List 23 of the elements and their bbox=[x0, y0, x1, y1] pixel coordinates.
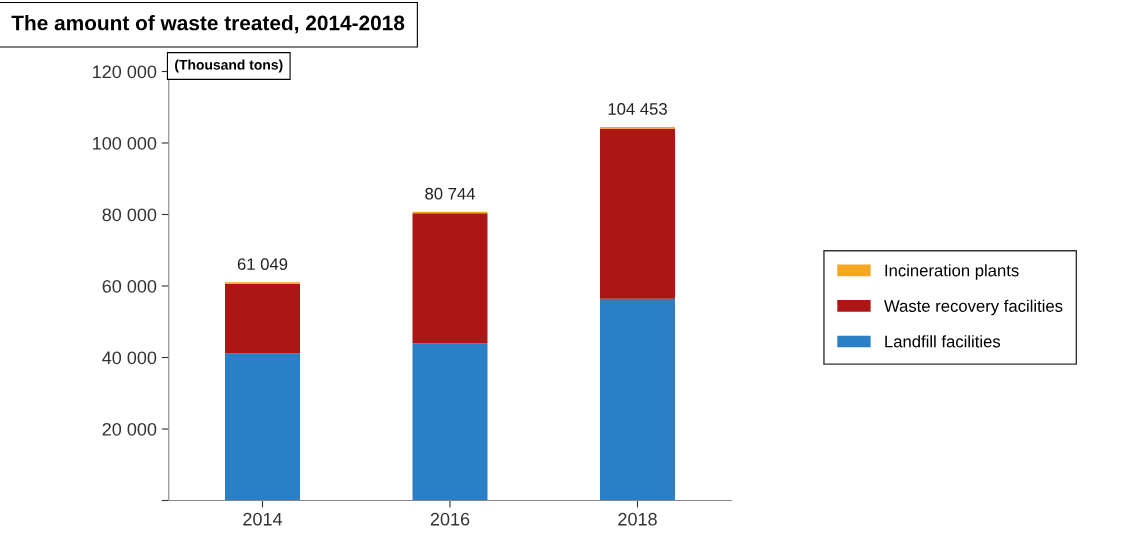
x-tick-label: 2014 bbox=[243, 512, 283, 526]
total-label: 80 744 bbox=[425, 187, 475, 200]
chart-title: The amount of waste treated, 2014-2018 bbox=[11, 15, 405, 34]
y-tick-label: 20 000 bbox=[102, 422, 157, 436]
bar bbox=[412, 343, 488, 501]
y-tick-label: 40 000 bbox=[102, 351, 157, 365]
y-tick-label: 100 000 bbox=[93, 136, 157, 150]
x-tick-label: 2016 bbox=[430, 512, 470, 526]
y-tick-label: 80 000 bbox=[102, 208, 157, 222]
y-tick-label: 60 000 bbox=[102, 279, 157, 293]
legend-label: Incineration plants bbox=[885, 264, 1019, 280]
total-label: 104 453 bbox=[608, 103, 667, 115]
bar bbox=[412, 213, 488, 344]
x-tick-label: 2018 bbox=[618, 512, 657, 526]
bar bbox=[225, 283, 300, 354]
bar bbox=[600, 298, 675, 501]
bar bbox=[225, 353, 300, 501]
legend-label: Landfill facilities bbox=[885, 335, 1001, 348]
y-axis-title: (Thousand tons) bbox=[175, 59, 283, 73]
total-label: 61 049 bbox=[237, 258, 288, 271]
bar bbox=[600, 128, 675, 299]
legend-label: Waste recovery facilities bbox=[884, 299, 1063, 316]
y-tick-label: 120 000 bbox=[93, 65, 157, 79]
